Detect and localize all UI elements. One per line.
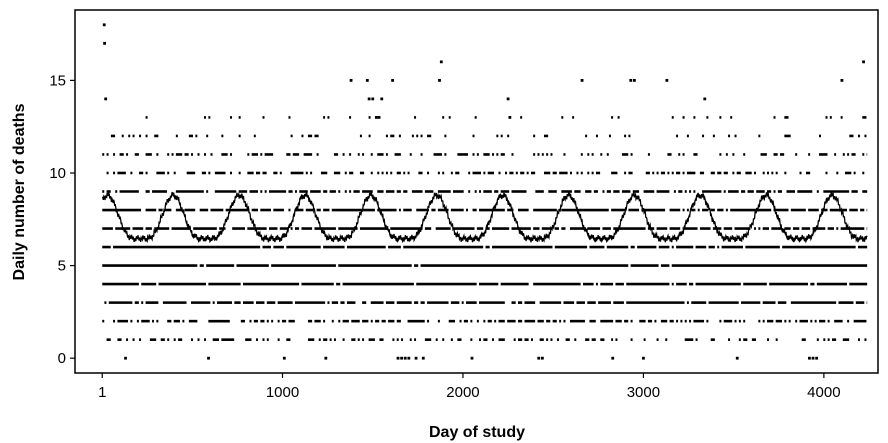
observation-point — [207, 356, 210, 360]
observation-point — [282, 356, 286, 360]
observation-point — [396, 356, 400, 360]
observation-point — [365, 78, 369, 82]
x-axis-title: Day of study — [429, 424, 525, 441]
observation-point — [811, 356, 815, 360]
x-tick-label: 1000 — [266, 384, 299, 401]
seasonal-trend-line — [101, 190, 868, 244]
observation-point — [104, 97, 108, 101]
observation-point — [349, 78, 353, 82]
y-axis-title: Daily number of deaths — [11, 103, 28, 280]
observation-point — [642, 356, 645, 360]
observation-point — [580, 78, 584, 82]
observation-point — [815, 356, 819, 360]
observation-point — [324, 356, 328, 360]
observation-point — [632, 78, 636, 82]
observation-point — [537, 356, 541, 360]
observation-point — [102, 23, 106, 27]
observation-point — [629, 78, 633, 82]
y-tick-label: 15 — [49, 72, 66, 89]
observation-point — [371, 97, 375, 101]
y-tick-label: 10 — [49, 165, 66, 182]
observation-point — [862, 60, 865, 64]
observation-point — [103, 41, 106, 45]
observation-point — [421, 356, 425, 360]
x-tick-label: 3000 — [627, 384, 660, 401]
observation-point — [374, 116, 378, 119]
x-axis: 1 1000 2000 3000 4000 — [98, 373, 841, 401]
observation-point — [414, 356, 418, 360]
observation-point — [438, 78, 441, 82]
x-tick-label: 2000 — [446, 384, 479, 401]
plot-frame — [74, 9, 879, 374]
observation-point — [840, 78, 844, 82]
observation-point — [735, 356, 739, 360]
observation-point — [665, 78, 669, 82]
x-tick-label: 1 — [98, 384, 106, 401]
observation-point — [611, 356, 615, 360]
observation-point — [367, 97, 371, 101]
observation-point — [391, 78, 394, 82]
observation-point — [540, 356, 544, 360]
observation-point — [124, 356, 127, 360]
observation-point — [407, 356, 411, 360]
observation-point — [808, 356, 811, 360]
observation-point — [380, 97, 384, 101]
observed-bands — [102, 116, 868, 341]
observation-point — [703, 97, 707, 101]
x-tick-label: 4000 — [807, 384, 840, 401]
observation-point — [439, 60, 443, 64]
observation-point — [508, 116, 512, 119]
y-axis: 0 5 10 15 — [49, 72, 75, 367]
observation-point — [403, 356, 407, 360]
observation-point — [400, 356, 404, 360]
y-tick-label: 0 — [58, 350, 66, 367]
observation-point — [377, 116, 381, 119]
observation-point — [506, 97, 510, 101]
observation-point — [470, 356, 474, 360]
y-tick-label: 5 — [58, 258, 66, 275]
observed-points — [102, 23, 865, 360]
